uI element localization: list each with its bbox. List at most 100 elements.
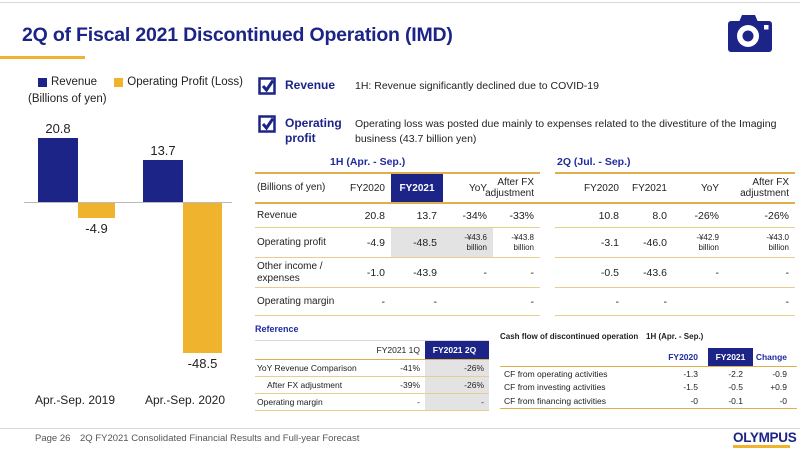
cell: -1.3 <box>683 368 698 379</box>
cell: -2.2 <box>728 368 743 379</box>
highlight-operating-profit-text: Operating loss was posted due mainly to … <box>355 118 777 146</box>
col-header-change: Change <box>755 352 787 362</box>
cell: -0.5 <box>555 258 625 288</box>
bar-value-opprofit-2019: -4.9 <box>85 221 108 236</box>
results-table-header-row: (Billions of yen) FY2020 FY2021 YoY Afte… <box>255 174 795 204</box>
checkbox-checked-icon <box>258 74 285 101</box>
col-header: FY2021 <box>625 174 673 204</box>
group-gap <box>540 258 555 288</box>
operating-profit-swatch-icon <box>114 77 124 87</box>
col-header: YoY <box>443 174 493 204</box>
row-label: After FX adjustment <box>255 377 375 394</box>
table-row-other-income: Other income / expenses -1.0 -43.9 - - -… <box>255 258 795 288</box>
highlight-revenue-text: 1H: Revenue significantly declined due t… <box>355 80 599 92</box>
top-divider <box>0 2 800 3</box>
revenue-swatch-icon <box>38 77 47 87</box>
checkbox-checked-icon <box>258 112 285 147</box>
col-header-fy2021-1q: FY2021 1Q <box>375 341 425 360</box>
group-header-1h: 1H (Apr. - Sep.) <box>255 156 540 174</box>
cell: +0.9 <box>770 382 787 393</box>
chart-zero-axis <box>24 202 232 203</box>
chart-unit-label: (Billions of yen) <box>28 93 107 105</box>
cell: - <box>673 258 725 288</box>
reference-row-yoy: YoY Revenue Comparison -41% -26% <box>255 360 489 377</box>
cell: -4.9 <box>341 228 391 258</box>
cell-highlighted: - <box>425 394 489 411</box>
bar-chart: 20.8 -4.9 13.7 -48.5 Apr.-Sep. 2019 Apr.… <box>20 108 235 418</box>
highlight-operating-profit: Operating profit Operating loss was post… <box>258 112 796 147</box>
group-header-2q: 2Q (Jul. - Sep.) <box>555 156 795 174</box>
bar-opprofit-2020 <box>183 203 222 353</box>
cashflow-table: Cash flow of discontinued operation 1H (… <box>500 332 797 409</box>
cell: - <box>443 258 493 288</box>
col-header-fy2021-2q-highlight: FY2021 2Q <box>425 341 489 360</box>
row-label: Operating margin <box>255 288 341 316</box>
chart-legend: Revenue Operating Profit (Loss) <box>38 76 257 90</box>
cell: - <box>725 258 795 288</box>
cell: - <box>555 288 625 316</box>
col-header: After FX adjustment <box>485 174 540 204</box>
group-gap <box>540 228 555 258</box>
table-row-revenue: Revenue 20.8 13.7 -34% -33% 10.8 8.0 -26… <box>255 204 795 228</box>
title-underline <box>0 56 85 59</box>
unit-header: (Billions of yen) <box>255 174 341 204</box>
cell: -0.9 <box>772 368 787 379</box>
reference-row-afterfx: After FX adjustment -39% -26% <box>255 377 489 394</box>
cell: -1.0 <box>341 258 391 288</box>
cashflow-row-operating: CF from operating activities -1.3 -2.2 -… <box>500 367 797 381</box>
cell: -0 <box>690 395 698 406</box>
results-table-group-header: 1H (Apr. - Sep.) 2Q (Jul. - Sep.) <box>255 156 795 174</box>
category-label-2019: Apr.-Sep. 2019 <box>34 393 116 407</box>
table-row-operating-profit: Operating profit -4.9 -48.5 -¥43.6 billi… <box>255 228 795 258</box>
cashflow-row-investing: CF from investing activities -1.5 -0.5 +… <box>500 381 797 395</box>
cell-highlighted: -26% <box>425 360 489 377</box>
row-label: YoY Revenue Comparison <box>255 360 375 377</box>
cell: -0 <box>779 395 787 406</box>
cell-text: -¥43.6 billion <box>464 233 487 252</box>
table-row-operating-margin: Operating margin - - - - - - <box>255 288 795 316</box>
cell: -39% <box>375 377 425 394</box>
cashflow-bottom-border <box>500 407 797 409</box>
cell: -46.0 <box>625 228 673 258</box>
cell-text: -¥42.9 billion <box>696 233 719 252</box>
cell-text: -¥43.8 billion <box>511 233 534 252</box>
cell-highlighted: -48.5 <box>391 228 443 258</box>
cashflow-period: 1H (Apr. - Sep.) <box>646 332 704 341</box>
col-header: FY2020 <box>341 174 391 204</box>
col-header: YoY <box>673 174 725 204</box>
group-gap <box>540 174 555 204</box>
reference-title: Reference <box>255 324 299 334</box>
group-gap <box>540 156 555 174</box>
legend-operating-profit-label: Operating Profit (Loss) <box>127 76 243 88</box>
group-gap <box>540 204 555 228</box>
bar-value-revenue-2019: 20.8 <box>45 121 71 136</box>
bar-opprofit-2019 <box>78 203 115 218</box>
legend-item-operating-profit: Operating Profit (Loss) <box>114 76 243 88</box>
cell: -33% <box>493 204 540 228</box>
cell: 20.8 <box>341 204 391 228</box>
row-label: Revenue <box>255 204 341 228</box>
reference-table: Reference FY2021 1Q FY2021 2Q YoY Revenu… <box>255 324 489 411</box>
camera-icon <box>727 13 773 60</box>
cell: - <box>625 288 673 316</box>
cell: - <box>725 288 795 316</box>
category-label-2020: Apr.-Sep. 2020 <box>144 393 226 407</box>
reference-header-row: FY2021 1Q FY2021 2Q <box>255 340 489 360</box>
empty-header <box>255 341 375 360</box>
col-header-fy2021-highlight: FY2021 <box>391 174 443 204</box>
cell: - <box>391 288 443 316</box>
bar-revenue-2019 <box>38 138 78 202</box>
cell: -¥42.9 billion <box>673 228 725 258</box>
group-gap <box>540 288 555 316</box>
row-label: CF from financing activities <box>504 395 607 406</box>
cell: -¥43.8 billion <box>493 228 540 258</box>
row-label: Operating profit <box>255 228 341 258</box>
cell: -43.6 <box>625 258 673 288</box>
cell: -26% <box>673 204 725 228</box>
page-title: 2Q of Fiscal 2021 Discontinued Operation… <box>22 24 453 46</box>
cashflow-titles: Cash flow of discontinued operation 1H (… <box>500 332 797 348</box>
cell <box>443 288 493 316</box>
legend-revenue-label: Revenue <box>51 76 98 88</box>
cell-highlighted: -¥43.6 billion <box>443 228 493 258</box>
